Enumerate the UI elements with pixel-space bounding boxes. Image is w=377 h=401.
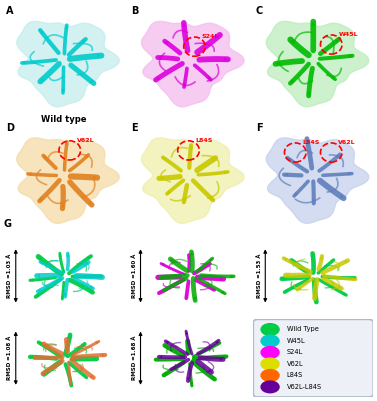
Text: A: A bbox=[6, 6, 14, 16]
Text: D: D bbox=[6, 123, 14, 133]
Text: S24L: S24L bbox=[287, 349, 303, 355]
Text: RMSD =1.03 Å: RMSD =1.03 Å bbox=[7, 254, 12, 298]
Circle shape bbox=[261, 324, 279, 335]
Circle shape bbox=[261, 335, 279, 347]
Text: RMSD =1.68 Å: RMSD =1.68 Å bbox=[132, 336, 137, 381]
Text: E: E bbox=[131, 123, 138, 133]
Polygon shape bbox=[266, 138, 369, 223]
Text: L84S: L84S bbox=[287, 373, 303, 379]
Polygon shape bbox=[141, 138, 244, 223]
Text: V62L: V62L bbox=[77, 138, 95, 143]
Circle shape bbox=[261, 370, 279, 381]
Text: L84S: L84S bbox=[302, 140, 320, 145]
Circle shape bbox=[261, 381, 279, 393]
Text: RMSD =1.53 Å: RMSD =1.53 Å bbox=[257, 254, 262, 298]
Polygon shape bbox=[17, 21, 119, 107]
Text: G: G bbox=[4, 219, 12, 229]
Text: Wild type: Wild type bbox=[41, 115, 86, 124]
Text: C: C bbox=[256, 6, 263, 16]
Text: V62L: V62L bbox=[287, 361, 303, 367]
FancyBboxPatch shape bbox=[253, 319, 373, 397]
Text: F: F bbox=[256, 123, 262, 133]
Polygon shape bbox=[266, 21, 369, 107]
Text: RMSD =1.08 Å: RMSD =1.08 Å bbox=[7, 336, 12, 381]
Text: S24L: S24L bbox=[202, 34, 219, 39]
Text: B: B bbox=[131, 6, 138, 16]
Text: W45L: W45L bbox=[287, 338, 305, 344]
Polygon shape bbox=[141, 21, 244, 107]
Circle shape bbox=[261, 346, 279, 358]
Polygon shape bbox=[17, 138, 119, 223]
Text: V62L: V62L bbox=[339, 140, 356, 145]
Text: L84S: L84S bbox=[196, 138, 213, 143]
Text: Wild Type: Wild Type bbox=[287, 326, 319, 332]
Text: W45L: W45L bbox=[339, 32, 358, 37]
Circle shape bbox=[261, 358, 279, 370]
Text: V62L-L84S: V62L-L84S bbox=[287, 384, 322, 390]
Text: RMSD =1.60 Å: RMSD =1.60 Å bbox=[132, 254, 137, 298]
